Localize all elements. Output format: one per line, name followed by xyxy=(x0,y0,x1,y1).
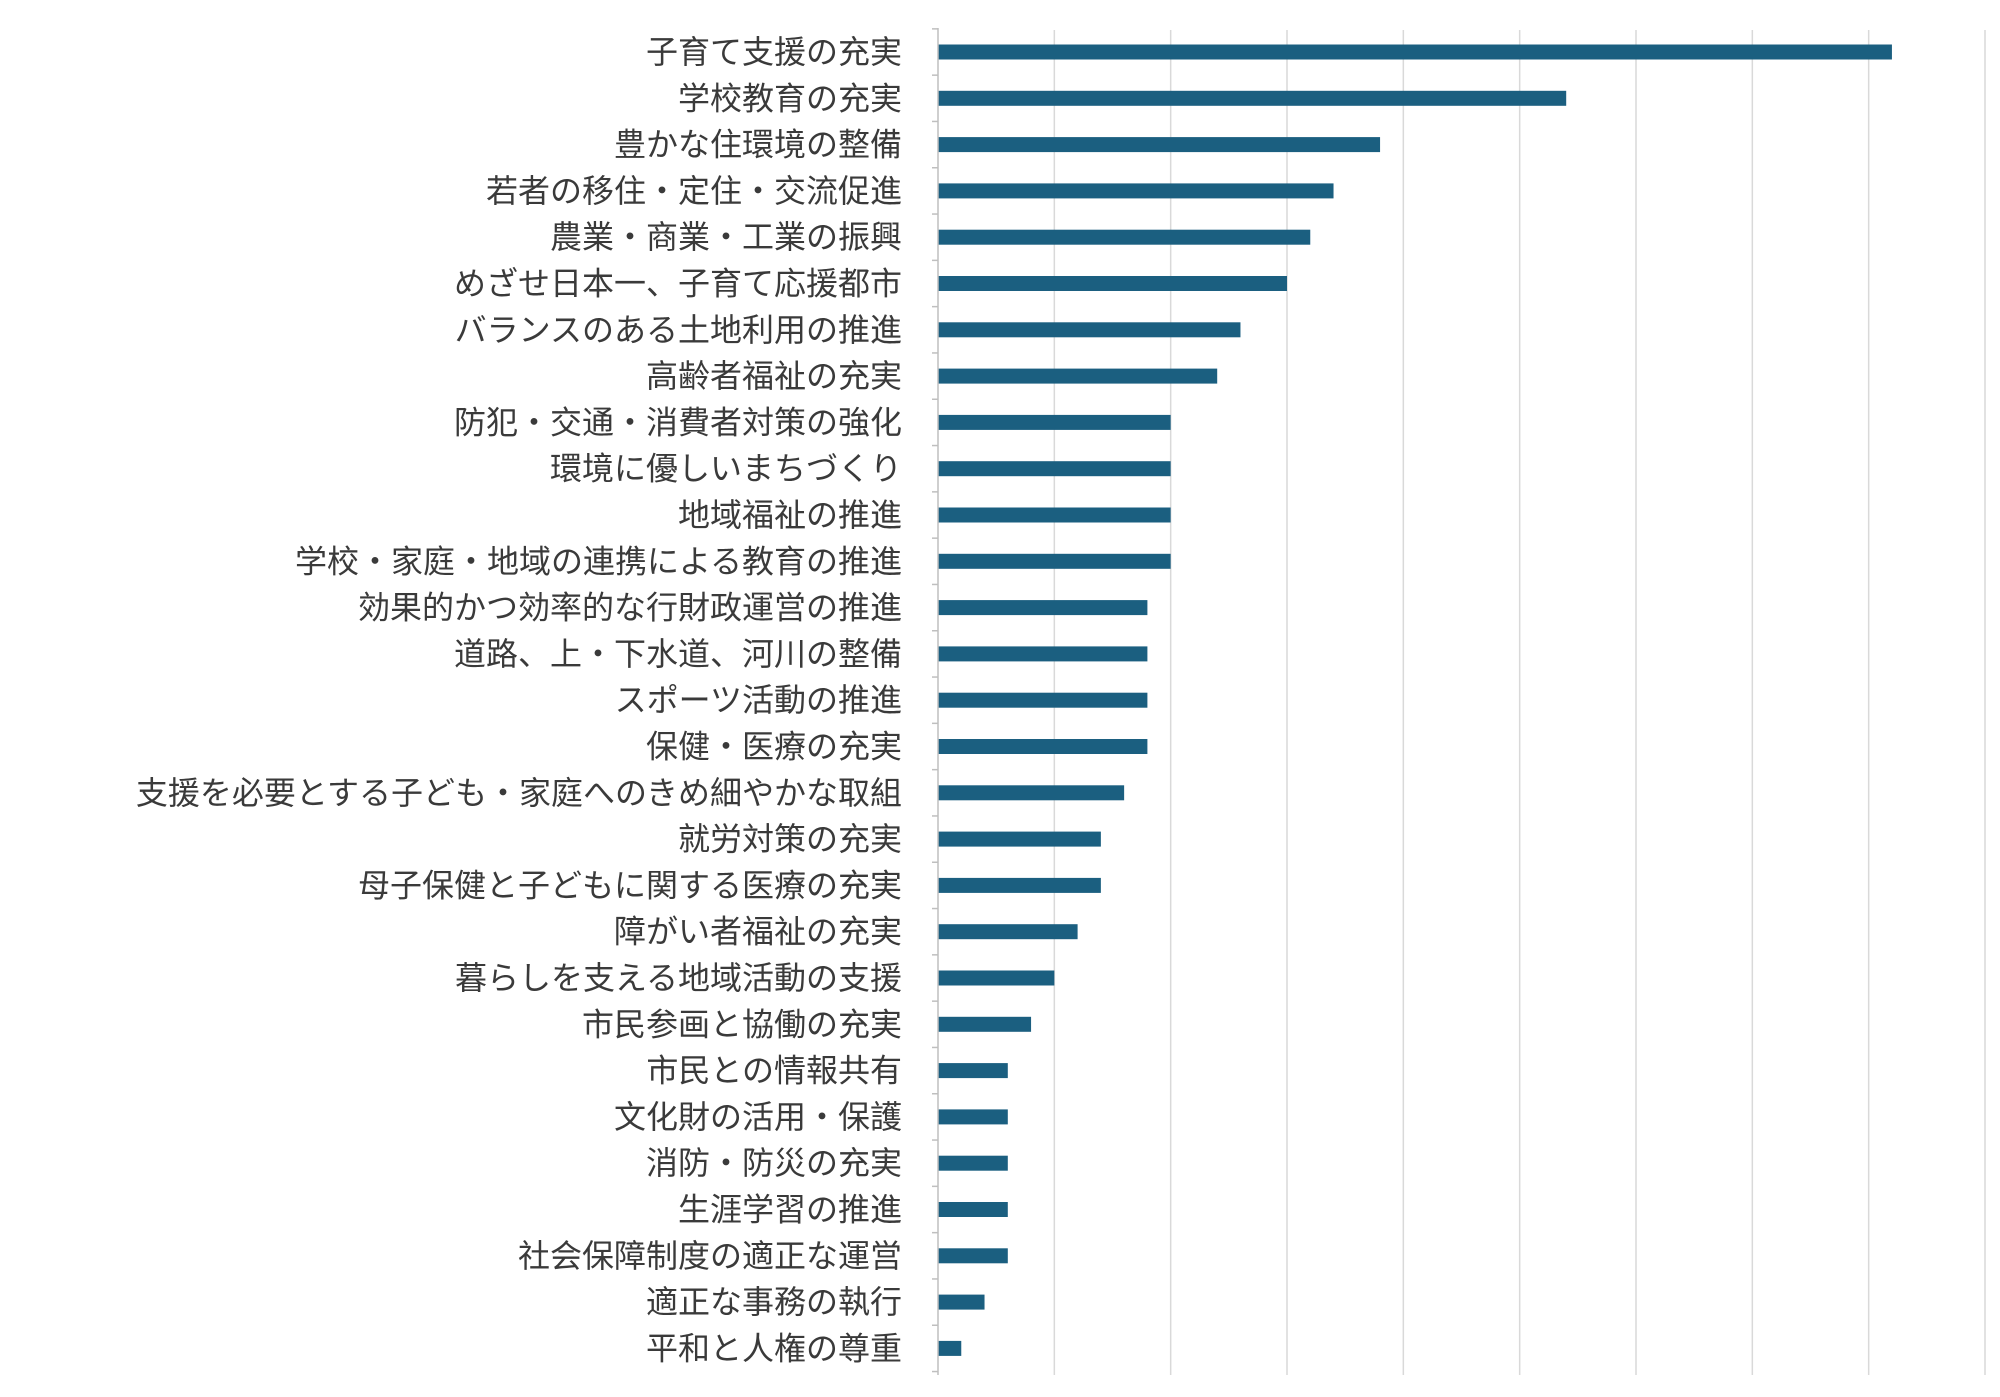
bar xyxy=(938,600,1148,616)
bar xyxy=(938,1294,985,1310)
category-label: スポーツ活動の推進 xyxy=(615,681,902,719)
category-label: 消防・防災の充実 xyxy=(646,1144,902,1182)
category-label: 社会保障制度の適正な運営 xyxy=(518,1237,902,1275)
category-label: 高齢者福祉の充実 xyxy=(646,357,902,395)
category-label: 効果的かつ効率的な行財政運営の推進 xyxy=(358,589,902,627)
bar xyxy=(938,692,1148,708)
bar xyxy=(938,1063,1008,1079)
bar xyxy=(938,183,1334,199)
bar xyxy=(938,44,1892,60)
category-label: 学校・家庭・地域の連携による教育の推進 xyxy=(295,542,902,580)
category-labels: 子育て支援の充実学校教育の充実豊かな住環境の整備若者の移住・定住・交流促進農業・… xyxy=(136,33,902,1367)
category-label: 地域福祉の推進 xyxy=(678,496,902,534)
bar xyxy=(938,507,1171,523)
category-label: 平和と人権の尊重 xyxy=(646,1329,902,1367)
axes xyxy=(932,28,939,1375)
category-label: 若者の移住・定住・交流促進 xyxy=(486,172,902,210)
category-label: 豊かな住環境の整備 xyxy=(614,126,902,164)
bar xyxy=(938,1109,1008,1125)
category-label: 環境に優しいまちづくり xyxy=(550,450,902,488)
bars xyxy=(938,44,1892,1356)
bar xyxy=(938,1248,1008,1264)
bar xyxy=(938,1340,962,1356)
bar xyxy=(938,1202,1008,1217)
category-label: 市民参画と協働の充実 xyxy=(582,1005,902,1043)
bar xyxy=(938,229,1311,245)
category-label: 保健・医療の充実 xyxy=(646,728,902,766)
category-label: 母子保健と子どもに関する医療の充実 xyxy=(358,866,902,904)
category-label: 学校教育の充実 xyxy=(678,79,902,117)
category-label: めざせ日本一、子育て応援都市 xyxy=(454,265,902,303)
category-label: 障がい者福祉の充実 xyxy=(614,913,902,951)
bar xyxy=(938,414,1171,430)
grid-lines xyxy=(1053,30,1986,1375)
category-label: バランスのある土地利用の推進 xyxy=(455,311,902,349)
bar xyxy=(938,1016,1032,1032)
category-label: 防犯・交通・消費者対策の強化 xyxy=(454,403,902,441)
bar xyxy=(938,877,1101,893)
bar xyxy=(938,322,1241,338)
category-label: 適正な事務の執行 xyxy=(646,1283,902,1321)
bar xyxy=(938,924,1078,940)
category-label: 生涯学習の推進 xyxy=(678,1191,902,1229)
category-label: 支援を必要とする子ども・家庭へのきめ細やかな取組 xyxy=(136,774,902,812)
bar xyxy=(938,1155,1008,1171)
bar xyxy=(938,90,1567,106)
bar xyxy=(938,646,1148,662)
category-label: 子育て支援の充実 xyxy=(646,33,902,71)
bar xyxy=(938,137,1381,153)
bar xyxy=(938,739,1148,754)
category-label: 市民との情報共有 xyxy=(646,1052,902,1090)
bar xyxy=(938,553,1171,569)
category-label: 文化財の活用・保護 xyxy=(614,1098,902,1136)
bar xyxy=(938,368,1218,384)
bar xyxy=(938,970,1055,986)
bar xyxy=(938,461,1171,477)
category-label: 暮らしを支える地域活動の支援 xyxy=(455,959,902,997)
bar xyxy=(938,831,1101,847)
bar xyxy=(938,785,1125,801)
category-label: 道路、上・下水道、河川の整備 xyxy=(454,635,902,673)
category-label: 就労対策の充実 xyxy=(678,820,902,858)
category-label: 農業・商業・工業の振興 xyxy=(550,218,902,256)
bar xyxy=(938,276,1287,291)
